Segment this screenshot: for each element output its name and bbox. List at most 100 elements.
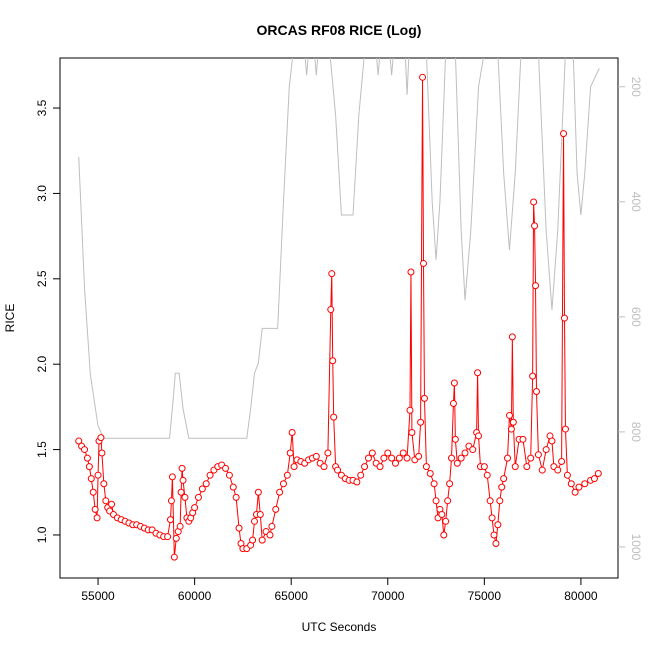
y-tick-label: 1.0 xyxy=(35,526,49,543)
data-point xyxy=(461,449,469,457)
data-point xyxy=(279,480,287,488)
data-point xyxy=(505,411,513,419)
data-point xyxy=(254,488,262,496)
data-point xyxy=(560,130,568,138)
data-point xyxy=(232,493,240,501)
data-point xyxy=(376,463,384,471)
x-tick-label: 75000 xyxy=(468,589,502,603)
data-point xyxy=(444,497,452,505)
data-point xyxy=(453,459,461,467)
data-point xyxy=(172,534,180,542)
data-point xyxy=(581,480,589,488)
data-point xyxy=(288,429,296,437)
data-point xyxy=(108,500,116,508)
data-point xyxy=(500,475,508,483)
data-point xyxy=(486,497,494,505)
y2-tick-label: 1000 xyxy=(629,534,643,561)
x-tick-label: 70000 xyxy=(371,589,405,603)
data-point xyxy=(498,483,506,491)
data-point xyxy=(353,478,361,486)
data-point xyxy=(178,464,186,472)
data-point xyxy=(483,471,491,479)
data-point xyxy=(290,463,298,471)
data-point xyxy=(417,418,425,426)
data-point xyxy=(469,446,477,454)
data-point xyxy=(430,480,438,488)
data-point xyxy=(492,540,500,548)
data-point xyxy=(181,493,189,501)
data-point xyxy=(249,536,257,544)
data-point xyxy=(179,476,187,484)
data-point xyxy=(531,222,539,230)
data-point xyxy=(97,434,105,442)
data-point xyxy=(320,463,328,471)
data-point xyxy=(334,466,342,474)
data-point xyxy=(538,466,546,474)
data-point xyxy=(548,437,556,445)
data-point xyxy=(496,497,504,505)
data-point xyxy=(567,480,575,488)
data-point xyxy=(594,469,602,477)
data-point xyxy=(415,452,423,460)
data-point xyxy=(563,471,571,479)
data-point xyxy=(440,531,448,539)
data-point xyxy=(480,463,488,471)
data-point xyxy=(508,333,516,341)
data-point xyxy=(168,473,176,481)
data-point xyxy=(534,451,542,459)
data-point xyxy=(328,270,336,278)
data-point xyxy=(202,480,210,488)
data-point xyxy=(532,388,540,396)
data-point xyxy=(511,463,519,471)
data-point xyxy=(475,432,483,440)
data-point xyxy=(457,454,465,462)
plot-area xyxy=(75,58,602,561)
data-point xyxy=(590,475,598,483)
data-point xyxy=(222,464,230,472)
data-point xyxy=(83,454,91,462)
data-point xyxy=(198,485,206,493)
data-point xyxy=(266,531,274,539)
data-point xyxy=(504,454,512,462)
data-point xyxy=(166,516,174,524)
data-point xyxy=(357,471,365,479)
data-point xyxy=(532,282,540,290)
y-tick-label: 3.0 xyxy=(35,185,49,202)
y2-tick-label: 600 xyxy=(629,307,643,327)
data-point xyxy=(554,466,562,474)
data-point xyxy=(276,488,284,496)
y2-tick-label: 400 xyxy=(629,192,643,212)
chart-title: ORCAS RF08 RICE (Log) xyxy=(257,22,422,38)
data-point xyxy=(286,449,294,457)
data-point xyxy=(94,471,102,479)
y-tick-label: 2.5 xyxy=(35,270,49,287)
data-point xyxy=(446,480,454,488)
data-point xyxy=(384,449,392,457)
data-point xyxy=(571,488,579,496)
x-tick-label: 60000 xyxy=(178,589,212,603)
data-point xyxy=(102,497,110,505)
data-point xyxy=(380,454,388,462)
data-point xyxy=(419,73,427,81)
data-point xyxy=(432,497,440,505)
data-point xyxy=(542,446,550,454)
y-tick-label: 3.5 xyxy=(35,99,49,116)
data-point xyxy=(523,463,531,471)
data-point xyxy=(250,517,258,525)
data-point xyxy=(422,463,430,471)
series-line xyxy=(78,58,600,439)
y2-tick-label: 200 xyxy=(629,77,643,97)
data-point xyxy=(527,454,535,462)
data-point xyxy=(100,480,108,488)
data-point xyxy=(170,553,178,561)
data-point xyxy=(268,522,276,530)
data-point xyxy=(91,505,99,513)
data-point xyxy=(494,521,502,529)
x-tick-label: 65000 xyxy=(275,589,309,603)
y-tick-label: 2.0 xyxy=(35,356,49,373)
data-point xyxy=(93,514,101,522)
data-point xyxy=(327,306,335,314)
data-point xyxy=(324,449,332,457)
x-tick-label: 80000 xyxy=(564,589,598,603)
